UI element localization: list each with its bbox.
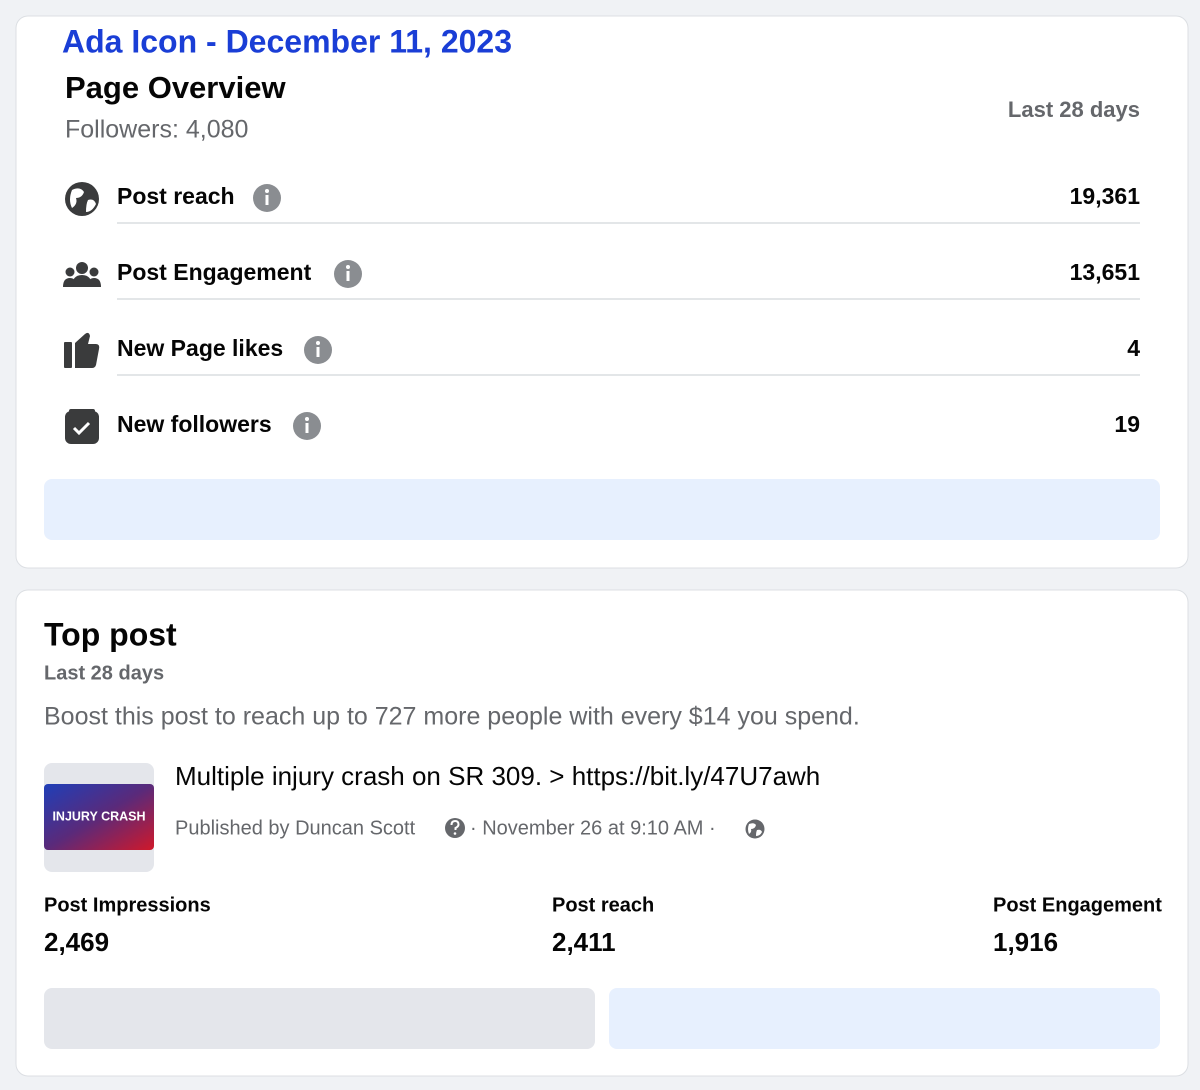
top-post-title: Top post — [44, 616, 177, 652]
stat-value: 2,469 — [44, 927, 109, 957]
period: Last 28 days — [44, 662, 164, 684]
overview-title: Page Overview — [65, 70, 286, 105]
published-by: Published by Duncan Scott — [175, 817, 416, 839]
followers: Followers: 4,080 — [65, 116, 248, 144]
published-time: · November 26 at 9:10 AM · — [470, 817, 716, 839]
secondary-button[interactable] — [44, 988, 595, 1049]
metric-value: 13,651 — [1070, 259, 1141, 285]
stat-value: 1,916 — [993, 927, 1058, 957]
metric-value: 19 — [1114, 411, 1140, 437]
top-post-card — [15, 589, 1189, 1077]
primary-button[interactable] — [609, 988, 1160, 1049]
metric-label: New Page likes — [117, 335, 283, 361]
help-glyph — [450, 819, 460, 830]
stat-label: Post reach — [552, 894, 654, 916]
stat-label: Post Impressions — [44, 894, 211, 916]
action-button[interactable] — [44, 479, 1160, 540]
metric-value: 4 — [1127, 335, 1140, 361]
like-icon — [64, 332, 100, 368]
info-glyph — [265, 189, 350, 433]
metric-label: Post reach — [117, 183, 235, 209]
help-glyph — [453, 832, 457, 835]
divider — [117, 222, 1140, 376]
header-title: Ada Icon - December 11, 2023 — [62, 23, 512, 59]
followers-icon — [65, 409, 99, 444]
thumbnail-text: INJURY CRASH — [52, 809, 145, 823]
metric-label: New followers — [117, 411, 272, 437]
stat-label: Post Engagement — [993, 894, 1162, 916]
post-title[interactable]: Multiple injury crash on SR 309. > https… — [175, 761, 820, 791]
boost-text: Boost this post to reach up to 727 more … — [44, 703, 860, 731]
globe-icon — [65, 182, 99, 216]
globe-small-icon — [745, 819, 765, 839]
thumbnail — [44, 784, 154, 850]
metric-value: 19,361 — [1070, 183, 1141, 209]
period: Last 28 days — [1008, 97, 1140, 122]
stat-value: 2,411 — [552, 927, 616, 957]
metric-label: Post Engagement — [117, 259, 312, 285]
people-icon — [63, 262, 101, 287]
